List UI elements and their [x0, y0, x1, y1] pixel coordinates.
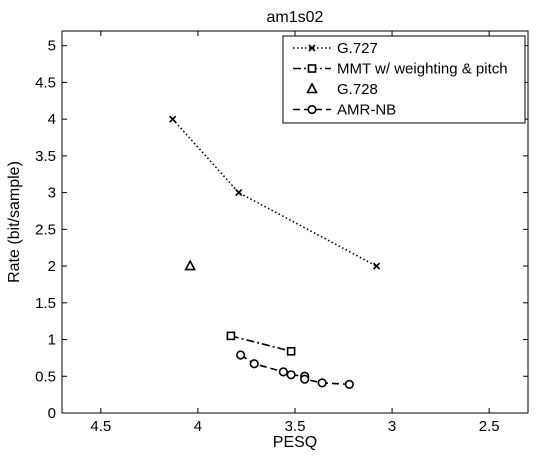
series-1 [169, 115, 381, 270]
data-point [278, 367, 288, 377]
legend: G.727 MMT w/ weighting & pitch G.728 AMR-NB [282, 35, 526, 124]
legend-entry: MMT w/ weighting & pitch [293, 61, 508, 78]
data-point [184, 259, 196, 271]
y-tick-label: 0 [48, 405, 56, 422]
legend-label: MMT w/ weighting & pitch [337, 61, 508, 78]
data-point [317, 378, 327, 388]
data-point [226, 331, 236, 341]
legend-entry: G.727 [293, 40, 378, 57]
data-point [300, 374, 310, 384]
data-point [344, 379, 354, 389]
x-tick-label: 4.5 [90, 418, 111, 435]
data-point [169, 115, 177, 123]
series-4 [236, 350, 354, 389]
series-line [230, 335, 292, 353]
x-tick-label: 2.5 [479, 418, 500, 435]
legend-box [282, 35, 526, 124]
y-tick-label: 4 [48, 111, 56, 128]
legend-marker [308, 44, 316, 52]
marker-stroke [308, 44, 316, 52]
y-tick-label: 0.5 [35, 368, 56, 385]
y-tick-label: 5 [48, 38, 56, 55]
legend-entry: G.728 [306, 81, 378, 98]
axis-ticks: 4.5 4 3.5 3 2.5 0 0.5 1 1.5 2 2.5 3 3.5 4 4.5 5 [35, 31, 528, 435]
x-tick-label: 3.5 [285, 418, 306, 435]
legend-label: G.728 [337, 81, 378, 98]
y-axis-label: Rate (bit/sample) [6, 161, 23, 283]
chart-title: am1s02 [267, 9, 324, 26]
y-tick-label: 1.5 [35, 295, 56, 312]
series-line [240, 354, 350, 386]
legend-entry: AMR-NB [293, 102, 396, 119]
series-layer [169, 115, 381, 389]
y-tick-label: 2.5 [35, 221, 56, 238]
data-point [286, 370, 296, 380]
legend-marker [307, 64, 317, 73]
y-tick-label: 1 [48, 332, 56, 349]
x-tick-label: 4 [194, 418, 202, 435]
x-axis-label: PESQ [273, 434, 317, 451]
legend-label: G.727 [337, 40, 378, 57]
series-line [172, 118, 377, 267]
marker-stroke [169, 115, 177, 123]
y-tick-label: 2 [48, 258, 56, 275]
series-3 [184, 259, 196, 271]
y-tick-label: 3.5 [35, 148, 56, 165]
data-point [372, 262, 381, 270]
y-tick-label: 3 [48, 185, 56, 202]
data-point [249, 359, 259, 369]
series-2 [226, 331, 296, 356]
y-tick-label: 4.5 [35, 74, 56, 91]
legend-label: AMR-NB [337, 102, 396, 119]
legend-marker [306, 82, 318, 94]
data-point [286, 346, 296, 356]
data-point [235, 189, 243, 197]
legend-marker [307, 104, 317, 115]
x-tick-label: 3 [388, 418, 396, 435]
marker-stroke [235, 189, 243, 197]
marker-stroke [372, 262, 381, 270]
data-point [236, 350, 246, 360]
